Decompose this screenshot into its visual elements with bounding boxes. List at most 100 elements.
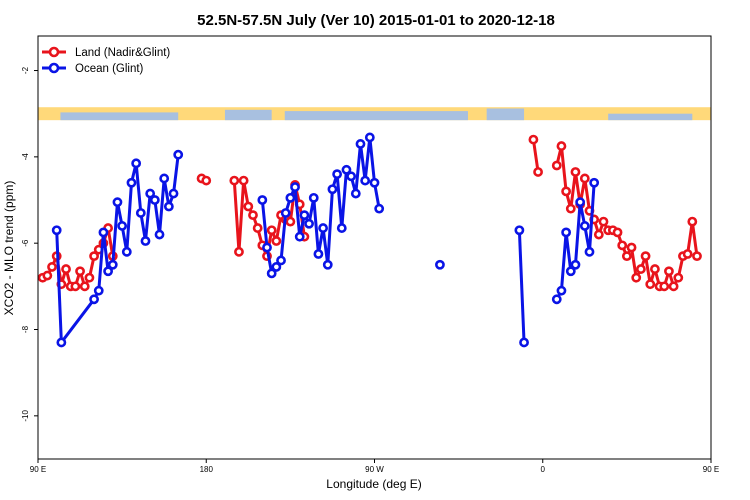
data-point bbox=[355, 139, 366, 149]
data-point bbox=[519, 337, 529, 348]
data-point bbox=[514, 225, 525, 236]
data-point bbox=[556, 141, 567, 151]
y-tick-label: -8 bbox=[21, 325, 30, 333]
data-point bbox=[664, 266, 674, 277]
plot-frame bbox=[37, 35, 712, 460]
x-tick-label: 180 bbox=[200, 465, 214, 474]
data-point bbox=[266, 268, 277, 279]
data-point bbox=[687, 216, 698, 227]
data-point bbox=[103, 266, 114, 277]
data-point bbox=[56, 337, 67, 348]
data-point bbox=[612, 227, 623, 238]
legend-marker bbox=[48, 62, 60, 74]
data-point bbox=[266, 225, 277, 236]
data-point bbox=[565, 266, 576, 277]
data-point bbox=[682, 249, 693, 259]
y-tick-label: -6 bbox=[21, 239, 30, 247]
data-point bbox=[561, 227, 572, 238]
data-point bbox=[51, 225, 62, 236]
data-point bbox=[262, 242, 272, 253]
data-point bbox=[322, 259, 333, 270]
data-point bbox=[75, 266, 85, 277]
data-point bbox=[201, 175, 212, 186]
data-point bbox=[47, 262, 57, 272]
data-point bbox=[327, 184, 338, 195]
data-point bbox=[42, 270, 53, 281]
data-point bbox=[659, 281, 670, 292]
data-point bbox=[89, 294, 99, 305]
data-point bbox=[84, 272, 95, 283]
data-point bbox=[131, 158, 142, 169]
data-point bbox=[593, 229, 604, 240]
data-point bbox=[135, 208, 146, 218]
y-axis-label: XCO2 - MLO trend (ppm) bbox=[2, 181, 16, 316]
data-point bbox=[570, 259, 581, 270]
data-point bbox=[589, 177, 600, 188]
ocean-band-segment bbox=[284, 111, 468, 121]
chart-title: 52.5N-57.5N July (Ver 10) 2015-01-01 to … bbox=[197, 12, 555, 29]
data-point bbox=[159, 173, 170, 184]
data-point bbox=[621, 251, 632, 262]
data-point bbox=[173, 149, 184, 160]
ocean-band-segment bbox=[60, 112, 179, 121]
data-point bbox=[551, 160, 562, 171]
data-point bbox=[257, 195, 268, 205]
data-point bbox=[650, 264, 660, 274]
data-point bbox=[575, 197, 586, 208]
data-point bbox=[229, 175, 240, 186]
data-point bbox=[374, 203, 385, 214]
data-point bbox=[565, 203, 576, 214]
y-axis-ticks: -2 -4 -6 -8 -10 bbox=[21, 66, 38, 422]
data-point bbox=[149, 195, 160, 205]
data-point bbox=[234, 246, 244, 257]
data-point bbox=[168, 188, 179, 199]
legend-label: Land (Nadir&Glint) bbox=[75, 47, 170, 59]
data-point bbox=[140, 236, 151, 246]
data-point bbox=[551, 294, 562, 305]
data-point bbox=[364, 132, 375, 143]
series-line bbox=[55, 154, 180, 344]
data-point bbox=[61, 264, 71, 274]
ocean-band-segment bbox=[608, 113, 693, 121]
data-point bbox=[635, 264, 646, 274]
legend: Land (Nadir&Glint) Ocean (Glint) bbox=[42, 46, 170, 75]
series-ocean bbox=[51, 132, 600, 348]
data-point bbox=[145, 188, 156, 199]
legend-label: Ocean (Glint) bbox=[75, 63, 144, 75]
data-point bbox=[692, 251, 702, 262]
series-layer bbox=[37, 132, 702, 348]
data-point bbox=[435, 259, 445, 270]
data-point bbox=[98, 227, 109, 238]
data-point bbox=[248, 210, 258, 221]
data-point bbox=[70, 281, 81, 292]
ocean-band-segment bbox=[486, 108, 525, 121]
series-line bbox=[260, 135, 381, 275]
land-mask-band bbox=[38, 107, 711, 121]
data-point bbox=[528, 134, 539, 145]
x-axis-ticks: 90 E 180 90 W 0 90 E bbox=[30, 459, 719, 474]
data-point bbox=[271, 262, 282, 272]
data-point bbox=[336, 223, 347, 233]
data-point bbox=[308, 192, 319, 203]
data-point bbox=[631, 272, 642, 283]
x-tick-label: 90 E bbox=[703, 465, 719, 474]
x-tick-label: 90 E bbox=[30, 465, 46, 474]
series-line bbox=[517, 230, 526, 343]
data-point bbox=[640, 251, 651, 262]
data-point bbox=[280, 208, 291, 218]
data-point bbox=[112, 197, 123, 208]
data-point bbox=[332, 169, 343, 180]
y-tick-label: -10 bbox=[21, 410, 30, 422]
data-point bbox=[163, 201, 174, 212]
ocean-band-segment bbox=[224, 109, 272, 121]
data-point bbox=[579, 221, 590, 231]
data-point bbox=[243, 201, 254, 212]
data-point bbox=[318, 223, 328, 233]
data-point bbox=[294, 231, 305, 242]
series-line bbox=[531, 139, 540, 173]
x-axis-label: Longitude (deg E) bbox=[326, 477, 421, 491]
data-point bbox=[290, 182, 300, 192]
x-tick-label: 90 W bbox=[365, 465, 384, 474]
data-point bbox=[107, 259, 118, 270]
data-point bbox=[673, 272, 684, 283]
